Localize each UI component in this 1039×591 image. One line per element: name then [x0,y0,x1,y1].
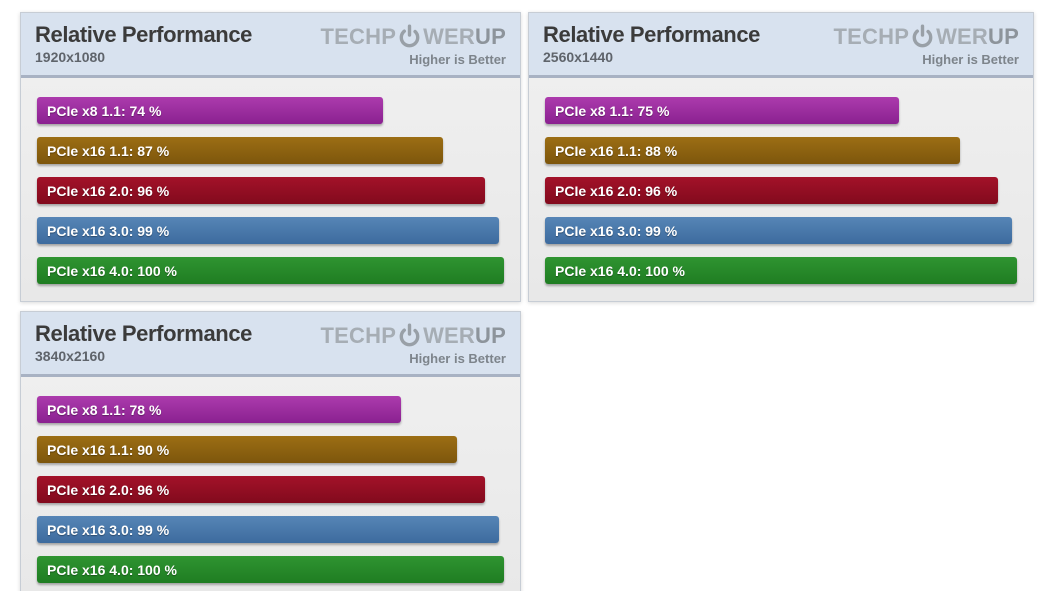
higher-is-better-label: Higher is Better [922,52,1019,67]
bar-row: PCIe x8 1.1: 75 % [545,97,1017,124]
logo-text-suffix: UP [475,322,506,348]
bar-row: PCIe x16 2.0: 96 % [37,476,504,503]
bar-label: PCIe x16 1.1: 88 % [555,142,678,159]
higher-is-better-label: Higher is Better [409,52,506,67]
performance-bar-pcie-x16-3-0: PCIe x16 3.0: 99 % [37,516,500,543]
chart-title: Relative Performance [35,321,252,346]
bar-list: PCIe x8 1.1: 74 % PCIe x16 1.1: 87 % PCIe … [21,78,520,284]
performance-bar-pcie-x16-4-0: PCIe x16 4.0: 100 % [37,556,504,583]
logo-text-prefix: TECHP [320,322,397,348]
chart-3840x2160: Relative Performance 3840x2160 TECHP WER… [20,311,521,591]
bar-label: PCIe x16 3.0: 99 % [555,222,678,239]
performance-bar-pcie-x16-4-0: PCIe x16 4.0: 100 % [37,257,504,284]
performance-bar-pcie-x16-2-0: PCIe x16 2.0: 96 % [37,476,486,503]
logo-text-suffix: UP [988,23,1019,49]
bar-label: PCIe x8 1.1: 74 % [47,102,162,119]
bar-row: PCIe x16 3.0: 99 % [37,217,504,244]
bar-label: PCIe x16 4.0: 100 % [47,262,177,279]
chart-header: Relative Performance 3840x2160 TECHP WER… [21,312,520,377]
performance-bar-pcie-x16-1-1: PCIe x16 1.1: 90 % [37,436,458,463]
title-block: Relative Performance 2560x1440 [543,22,760,65]
logo-text-mid: WER [936,23,989,49]
logo-text-prefix: TECHP [320,23,397,49]
bar-row: PCIe x16 3.0: 99 % [37,516,504,543]
logo-text-mid: WER [423,23,476,49]
bar-row: PCIe x16 1.1: 90 % [37,436,504,463]
power-icon [399,24,420,48]
performance-bar-pcie-x16-2-0: PCIe x16 2.0: 96 % [545,177,999,204]
bar-label: PCIe x16 1.1: 87 % [47,142,170,159]
chart-header: Relative Performance 1920x1080 TECHP WER… [21,13,520,78]
bar-row: PCIe x16 1.1: 88 % [545,137,1017,164]
bar-row: PCIe x8 1.1: 74 % [37,97,504,124]
performance-bar-pcie-x8-1-1: PCIe x8 1.1: 75 % [545,97,899,124]
chart-resolution: 3840x2160 [35,348,106,365]
higher-is-better-label: Higher is Better [409,351,506,366]
title-block: Relative Performance 1920x1080 [35,22,252,65]
chart-1920x1080: Relative Performance 1920x1080 TECHP WER… [20,12,521,302]
bar-row: PCIe x16 2.0: 96 % [545,177,1017,204]
chart-resolution: 2560x1440 [543,49,614,66]
power-icon [399,323,420,347]
bar-label: PCIe x16 2.0: 96 % [555,182,678,199]
performance-bar-pcie-x8-1-1: PCIe x8 1.1: 74 % [37,97,383,124]
bar-row: PCIe x16 2.0: 96 % [37,177,504,204]
logo-block: TECHP WER UP Higher is Better [834,22,1019,67]
bar-label: PCIe x16 3.0: 99 % [47,222,170,239]
bar-label: PCIe x16 4.0: 100 % [47,561,177,578]
bar-label: PCIe x16 2.0: 96 % [47,182,170,199]
bar-row: PCIe x16 4.0: 100 % [545,257,1017,284]
bar-label: PCIe x16 2.0: 96 % [47,481,170,498]
chart-header: Relative Performance 2560x1440 TECHP WER… [529,13,1033,78]
performance-bar-pcie-x16-4-0: PCIe x16 4.0: 100 % [545,257,1017,284]
performance-bar-pcie-x16-3-0: PCIe x16 3.0: 99 % [37,217,500,244]
power-icon [912,24,933,48]
title-block: Relative Performance 3840x2160 [35,321,252,364]
chart-resolution: 1920x1080 [35,49,106,66]
performance-bar-pcie-x16-1-1: PCIe x16 1.1: 88 % [545,137,961,164]
bar-label: PCIe x8 1.1: 78 % [47,401,162,418]
bar-label: PCIe x16 3.0: 99 % [47,521,170,538]
logo-text-mid: WER [423,322,476,348]
logo-text-prefix: TECHP [833,23,910,49]
bar-row: PCIe x16 4.0: 100 % [37,257,504,284]
performance-bar-pcie-x8-1-1: PCIe x8 1.1: 78 % [37,396,402,423]
chart-title: Relative Performance [543,22,760,47]
bar-list: PCIe x8 1.1: 78 % PCIe x16 1.1: 90 % PCIe … [21,377,520,583]
techpowerup-logo: TECHP WER UP [321,24,506,49]
bar-label: PCIe x16 1.1: 90 % [47,441,170,458]
techpowerup-logo: TECHP WER UP [834,24,1019,49]
logo-block: TECHP WER UP Higher is Better [321,22,506,67]
bar-row: PCIe x16 4.0: 100 % [37,556,504,583]
logo-block: TECHP WER UP Higher is Better [321,321,506,366]
chart-title: Relative Performance [35,22,252,47]
bar-row: PCIe x16 3.0: 99 % [545,217,1017,244]
bar-label: PCIe x8 1.1: 75 % [555,102,670,119]
chart-2560x1440: Relative Performance 2560x1440 TECHP WER… [528,12,1034,302]
bar-row: PCIe x8 1.1: 78 % [37,396,504,423]
bar-row: PCIe x16 1.1: 87 % [37,137,504,164]
performance-bar-pcie-x16-1-1: PCIe x16 1.1: 87 % [37,137,444,164]
performance-bar-pcie-x16-2-0: PCIe x16 2.0: 96 % [37,177,486,204]
performance-bar-pcie-x16-3-0: PCIe x16 3.0: 99 % [545,217,1013,244]
bar-list: PCIe x8 1.1: 75 % PCIe x16 1.1: 88 % PCIe … [529,78,1033,284]
logo-text-suffix: UP [475,23,506,49]
techpowerup-logo: TECHP WER UP [321,323,506,348]
bar-label: PCIe x16 4.0: 100 % [555,262,685,279]
